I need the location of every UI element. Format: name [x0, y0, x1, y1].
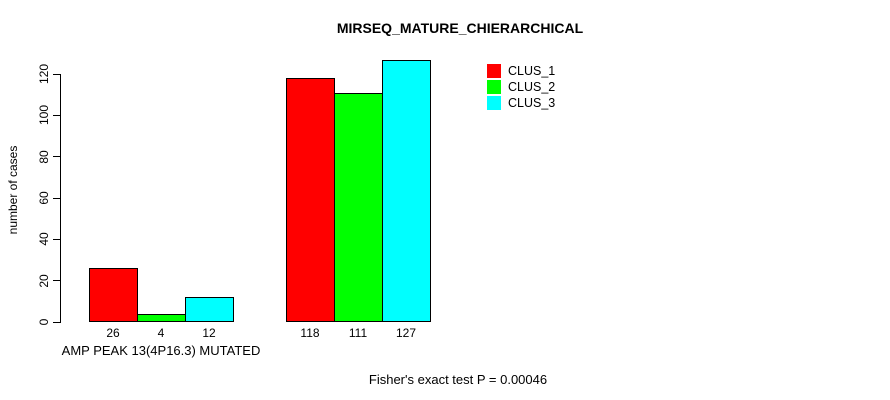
- bar-value-label: 111: [348, 326, 368, 340]
- bar-clus_1-group2: [286, 78, 335, 322]
- legend-swatch: [487, 63, 501, 78]
- y-axis-tick: [53, 238, 60, 240]
- category-label: AMP PEAK 13(4P16.3) MUTATED: [61, 343, 261, 358]
- bar-value-label: 118: [300, 326, 320, 340]
- y-axis-line: [60, 74, 61, 323]
- chart-title: MIRSEQ_MATURE_CHIERARCHICAL: [336, 20, 584, 36]
- y-axis-tick: [53, 321, 60, 323]
- y-axis-tick-label: 100: [37, 105, 51, 126]
- legend-label: CLUS_2: [508, 79, 556, 94]
- bar-value-label: 12: [202, 326, 216, 340]
- bar-value-label: 4: [157, 326, 165, 340]
- legend-swatch: [487, 95, 501, 110]
- y-axis-tick: [53, 156, 60, 158]
- y-axis-tick: [53, 73, 60, 75]
- legend-item: CLUS_3: [487, 95, 555, 110]
- bar-value-label: 127: [395, 326, 417, 340]
- y-axis-tick-label: 120: [37, 63, 51, 85]
- bar-clus_2-group1: [137, 314, 186, 322]
- legend-item: CLUS_1: [487, 63, 555, 78]
- y-axis-tick-label: 60: [37, 191, 51, 205]
- y-axis-tick: [53, 280, 60, 282]
- y-axis-tick-label: 0: [37, 318, 51, 326]
- bar-clus_1-group1: [89, 268, 138, 322]
- y-axis-tick-label: 80: [37, 149, 51, 164]
- y-axis-tick: [53, 197, 60, 199]
- y-axis-tick-label: 20: [37, 273, 51, 288]
- y-axis-tick-label: 40: [37, 232, 51, 247]
- y-axis-title: number of cases: [6, 145, 20, 235]
- legend-item: CLUS_2: [487, 79, 555, 94]
- y-axis-tick: [53, 114, 60, 116]
- legend: CLUS_1 CLUS_2 CLUS_3: [487, 63, 555, 111]
- bar-clus_3-group1: [185, 297, 234, 322]
- legend-label: CLUS_1: [508, 63, 556, 78]
- bar-clus_3-group2: [382, 60, 431, 322]
- stat-annotation: Fisher's exact test P = 0.00046: [368, 372, 548, 387]
- bar-value-label: 26: [106, 326, 120, 340]
- bar-clus_2-group2: [334, 93, 383, 322]
- legend-swatch: [487, 79, 501, 94]
- legend-label: CLUS_3: [508, 95, 556, 110]
